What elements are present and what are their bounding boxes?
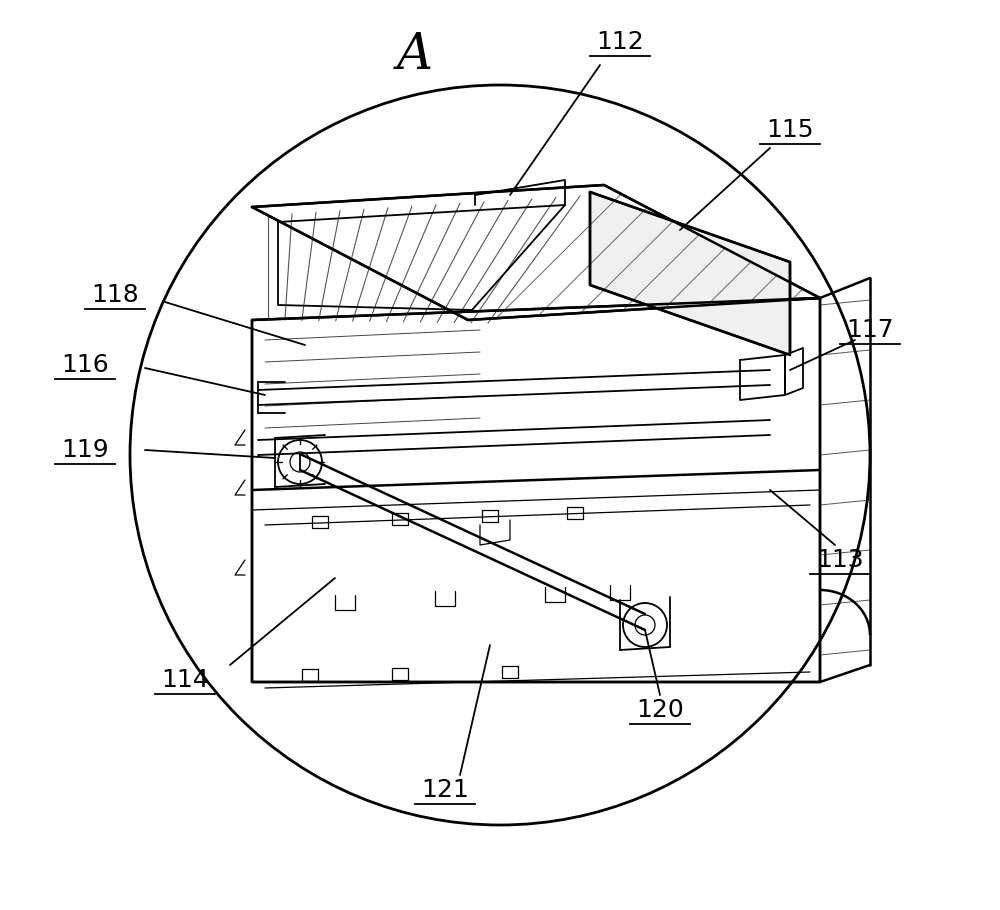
Polygon shape (252, 298, 820, 682)
Text: 118: 118 (91, 283, 139, 307)
Text: 116: 116 (61, 353, 109, 377)
Polygon shape (590, 192, 790, 355)
Polygon shape (740, 355, 785, 400)
Text: 112: 112 (596, 30, 644, 54)
Text: A: A (397, 30, 433, 80)
Polygon shape (785, 348, 803, 395)
Text: 114: 114 (161, 668, 209, 692)
Text: 119: 119 (61, 438, 109, 462)
Text: 115: 115 (766, 118, 814, 142)
Text: 121: 121 (421, 778, 469, 802)
Text: 120: 120 (636, 698, 684, 722)
Text: 117: 117 (846, 318, 894, 342)
Polygon shape (252, 185, 820, 320)
Text: 113: 113 (816, 548, 864, 572)
